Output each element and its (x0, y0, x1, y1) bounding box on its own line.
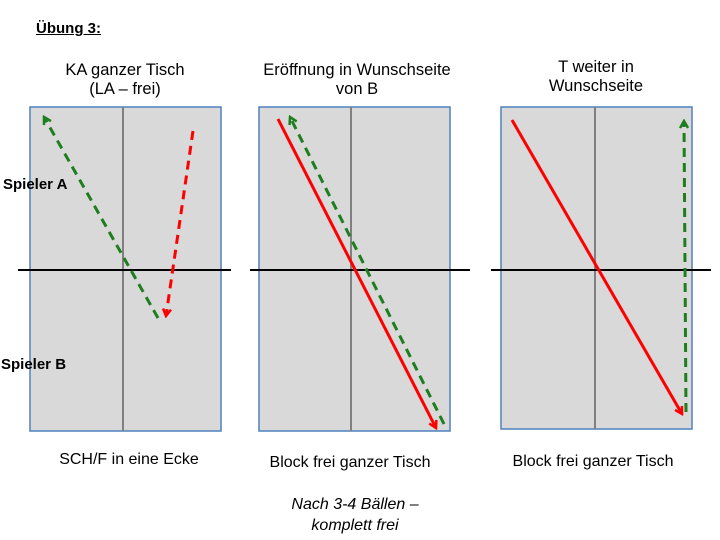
table-3-green-dashed-arrow (684, 121, 686, 413)
note: Nach 3-4 Bällen – komplett frei (250, 494, 460, 536)
panel-1-heading: KA ganzer Tisch (LA – frei) (10, 61, 240, 99)
table-1-red-dashed-arrow (166, 130, 195, 316)
note-line-2: komplett frei (311, 517, 399, 534)
table-2-red-solid-arrow (276, 118, 436, 428)
panel-1-heading-line-2: (LA – frei) (89, 80, 161, 98)
player-a-label: Spieler A (3, 176, 68, 193)
table-1-green-dashed-arrow (42, 117, 160, 319)
panel-3-footer: Block frei ganzer Tisch (512, 453, 674, 470)
panel-2-footer: Block frei ganzer Tisch (269, 454, 431, 471)
panel-3-table (491, 106, 711, 430)
note-line-1: Nach 3-4 Bällen – (291, 496, 419, 513)
panel-1-footer: SCH/F in eine Ecke (59, 451, 199, 468)
panel-2-heading-line-2: von B (335, 80, 379, 98)
panel-3-heading: T weiter in Wunschseite (481, 58, 711, 96)
panel-3-heading-line-1: T weiter in (558, 58, 634, 76)
player-b-label: Spieler B (1, 356, 67, 373)
panel-1-table (18, 106, 231, 432)
table-3-red-solid-arrow (510, 119, 684, 414)
panel-1-heading-line-1: KA ganzer Tisch (65, 61, 185, 79)
panel-2-heading-line-1: Eröffnung in Wunschseite (263, 61, 451, 79)
panel-3-heading-line-2: Wunschseite (548, 77, 644, 95)
exercise-title: Übung 3: (36, 20, 101, 37)
panel-2-table (250, 106, 470, 432)
panel-2-heading: Eröffnung in Wunschseite von B (242, 61, 472, 99)
table-2-green-dashed-arrow (290, 117, 446, 425)
